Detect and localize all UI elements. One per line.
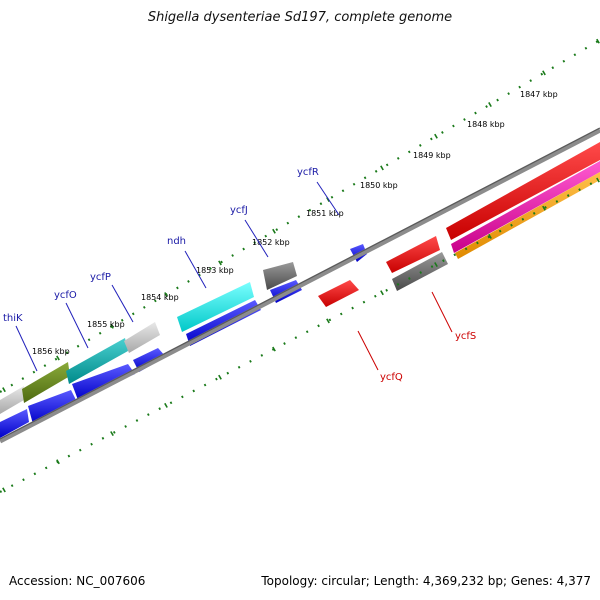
tick-label-1852: 1852 kbp [252,238,290,247]
leader-ycfS [431,291,453,333]
cds-forward-1[interactable] [0,409,29,438]
cds-forward-2[interactable] [28,390,76,424]
gene-label-thiK[interactable]: thiK [3,313,23,324]
inner-major-tick-8 [434,262,438,268]
leader-ycfO [65,302,89,349]
inner-major-tick-10 [542,205,546,211]
gene-label-ycfR[interactable]: ycfR [297,167,319,178]
feature-olive[interactable] [22,362,70,403]
inner-major-tick-1 [56,459,60,465]
tick-label-1854: 1854 kbp [141,293,179,302]
outer-major-tick-2 [110,323,114,329]
feature-dgray-ycfJ[interactable] [263,262,297,290]
cds-reverse-large[interactable] [446,142,600,240]
leader-ycfQ [357,330,379,371]
feature-cyan-ndh[interactable] [177,282,254,332]
inner-major-tick-5 [272,346,276,352]
feature-dgray-ycfS[interactable] [392,252,448,291]
outer-major-tick-9 [488,102,492,108]
outer-ring-minor-ticks [0,39,600,393]
outer-major-tick-3 [164,292,168,298]
tick-label-1847: 1847 kbp [520,90,558,99]
tick-label-1850: 1850 kbp [360,181,398,190]
inner-major-tick-6 [326,318,330,324]
gene-label-ycfJ[interactable]: ycfJ [230,205,248,216]
backbone-highlight [0,127,600,440]
leader-ndh [184,250,207,289]
inner-major-tick-2 [110,431,114,437]
gene-labels: thiK ycfO ycfP ndh ycfJ ycfR ycfQ ycfS [3,167,476,383]
accession-text: Accession: NC_007606 [9,574,146,588]
feature-magenta[interactable] [451,161,600,253]
cds-reverse-ycfS-start[interactable] [386,236,440,273]
outer-major-tick-0 [2,387,6,393]
tick-label-1856: 1856 kbp [32,347,70,356]
leader-ycfR [316,181,340,216]
outer-major-tick-10 [542,70,546,76]
gene-label-leaders [15,181,453,372]
outer-major-tick-8 [434,133,438,139]
outer-major-tick-7 [380,165,384,171]
feature-gray-light-1[interactable] [0,386,24,414]
inner-major-ticks [2,177,600,493]
map-title: Shigella dysenteriae Sd197, complete gen… [147,10,453,25]
tick-label-1853: 1853 kbp [196,266,234,275]
inner-major-tick-0 [2,487,6,493]
outer-major-tick-4 [218,260,222,266]
leader-ycfP [111,284,134,323]
outer-major-tick-1 [56,355,60,361]
tick-label-1855: 1855 kbp [87,320,125,329]
outer-major-ticks [2,38,600,393]
inner-tick-ring [0,178,600,493]
ruler-labels: 1847 kbp 1848 kbp 1849 kbp 1850 kbp 1851… [32,90,558,356]
outer-major-tick-11 [596,38,600,44]
feature-teal[interactable] [66,338,128,384]
genome-summary-text: Topology: circular; Length: 4,369,232 bp… [261,574,591,588]
leader-ycfJ [244,219,269,258]
gene-label-ycfO[interactable]: ycfO [54,290,77,301]
outer-major-tick-5 [272,228,276,234]
forward-strand-track [0,244,367,438]
leader-thiK [15,325,38,372]
cds-forward-3[interactable] [72,364,135,400]
gene-label-ycfQ[interactable]: ycfQ [380,372,403,383]
feature-gray-light-2[interactable] [124,322,160,353]
backbone-line [0,127,600,444]
outer-tick-ring [0,39,600,393]
inner-major-tick-9 [488,233,492,239]
gene-label-ndh[interactable]: ndh [167,236,186,247]
gene-label-ycfP[interactable]: ycfP [90,272,111,283]
inner-major-tick-4 [218,374,222,380]
reverse-strand-track [318,142,600,307]
cds-reverse-ycfQ[interactable] [318,280,359,307]
inner-major-tick-7 [380,290,384,296]
inner-ring-minor-ticks [0,178,600,493]
inner-major-tick-11 [596,177,600,183]
gene-label-ycfS[interactable]: ycfS [455,331,476,342]
tick-label-1848: 1848 kbp [467,120,505,129]
genome-backbone [0,127,600,444]
inner-major-tick-3 [164,402,168,408]
tick-label-1849: 1849 kbp [413,151,451,160]
tick-label-1851: 1851 kbp [306,209,344,218]
